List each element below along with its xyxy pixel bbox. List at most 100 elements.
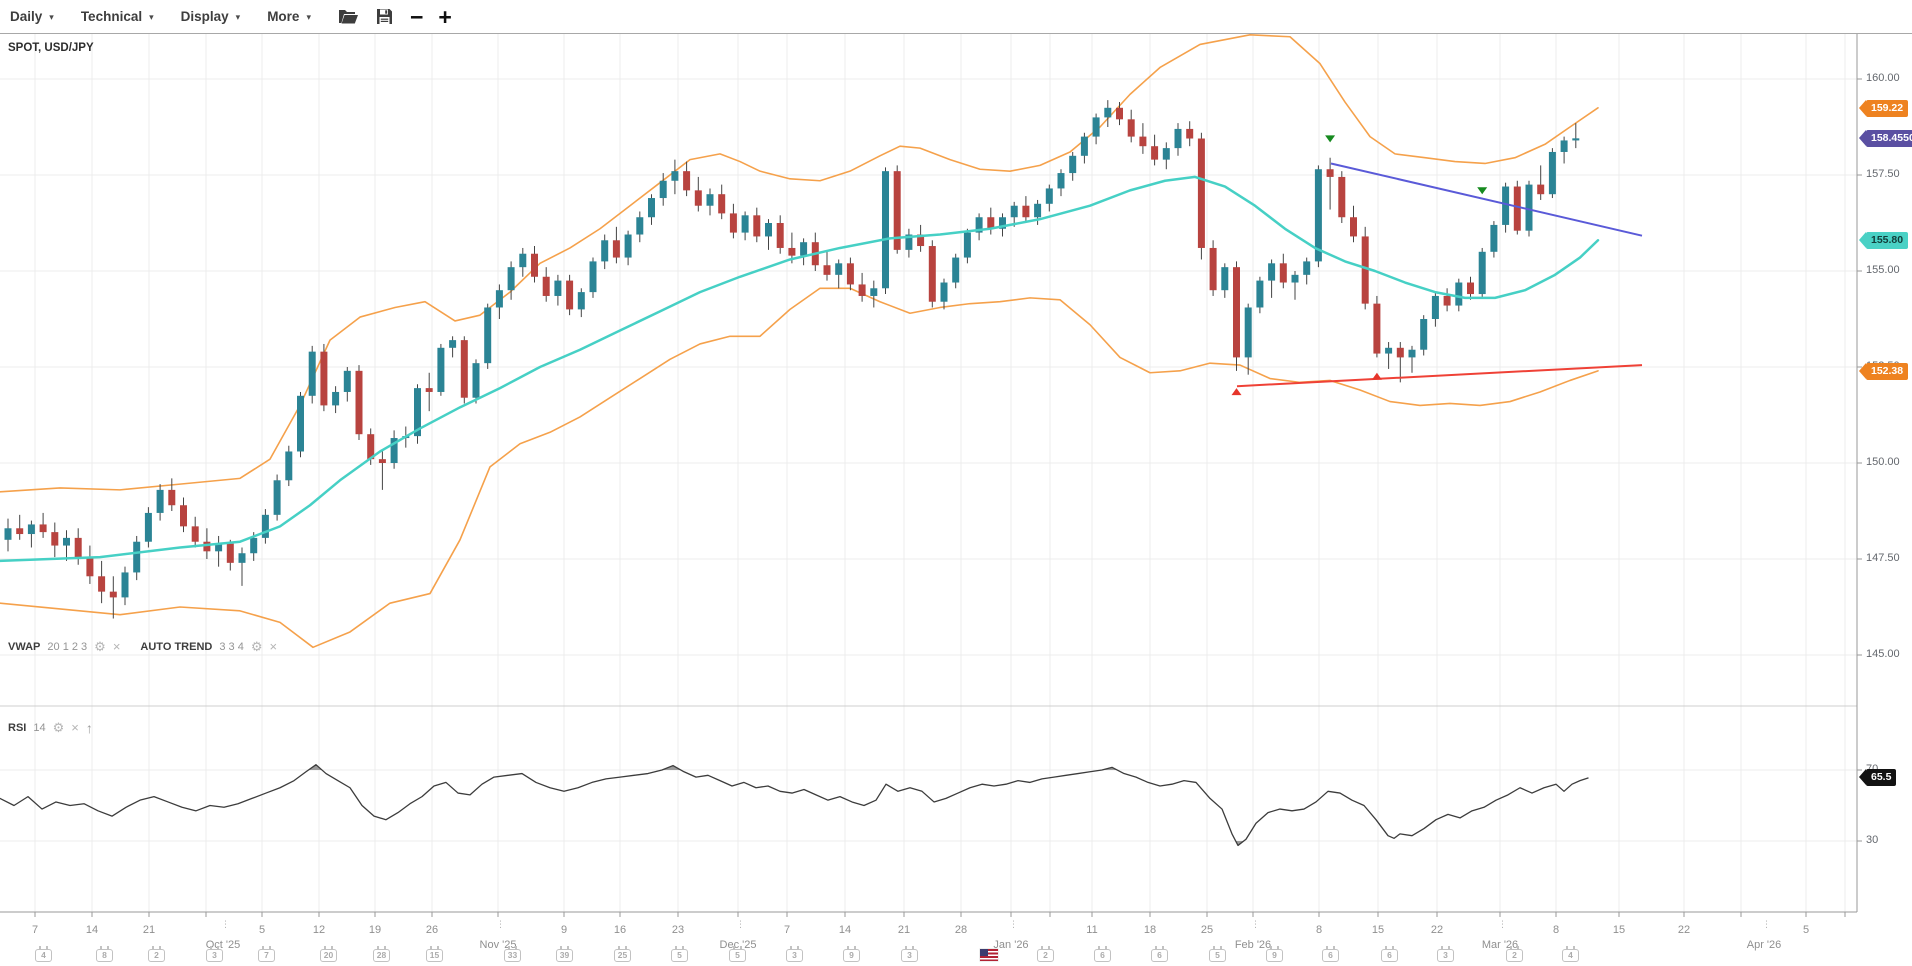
calendar-event-icon[interactable]: 9 (1266, 946, 1283, 962)
month-label: Dec '25 (719, 939, 757, 951)
date-tick-label: 12 (312, 924, 326, 936)
date-tick-label: 7 (783, 924, 791, 936)
calendar-event-icon[interactable]: 8 (96, 946, 113, 962)
calendar-event-icon[interactable]: 6 (1151, 946, 1168, 962)
month-boundary-dots: ⋮ (221, 919, 230, 929)
move-pane-up-icon[interactable]: ↑ (85, 720, 93, 736)
timeframe-menu[interactable]: Daily ▾ (10, 9, 54, 24)
chevron-down-icon: ▾ (235, 12, 241, 22)
date-tick-label: 21 (142, 924, 156, 936)
date-tick-label: 18 (1143, 924, 1157, 936)
zoom-out-button[interactable]: − (409, 3, 424, 30)
date-tick-label: 5 (258, 924, 266, 936)
gear-icon[interactable]: ⚙ (52, 720, 65, 735)
rsi-indicator-name: RSI (8, 722, 27, 734)
calendar-event-icon[interactable]: 6 (1094, 946, 1111, 962)
calendar-event-icon[interactable]: 4 (35, 946, 52, 962)
price-tick-label: 150.00 (1866, 456, 1900, 468)
rsi-value-badge: 65.5 (1858, 769, 1897, 787)
save-icon[interactable] (376, 8, 393, 25)
price-tick-label: 145.00 (1866, 648, 1900, 660)
month-boundary-dots: ⋮ (1251, 919, 1260, 929)
display-menu[interactable]: Display ▾ (181, 9, 241, 24)
date-tick-label: 14 (85, 924, 99, 936)
month-boundary-dots: ⋮ (1498, 919, 1507, 929)
date-tick-label: 9 (560, 924, 568, 936)
timeframe-menu-label: Daily (10, 9, 43, 24)
calendar-event-icon[interactable]: 3 (901, 946, 918, 962)
calendar-event-icon[interactable]: 25 (614, 946, 631, 962)
price-badge: 155.80 (1858, 231, 1909, 249)
indicator-row-main: VWAP 20 1 2 3 ⚙ × AUTO TREND 3 3 4 ⚙ × (8, 639, 278, 654)
vwap-indicator-name: VWAP (8, 641, 41, 653)
month-label: Feb '26 (1234, 939, 1272, 951)
date-tick-label: 28 (954, 924, 968, 936)
chevron-down-icon: ▾ (306, 12, 311, 22)
zoom-in-button[interactable]: + (438, 3, 452, 30)
more-menu-label: More (267, 9, 300, 24)
calendar-event-icon[interactable]: 3 (786, 946, 803, 962)
date-tick-label: 16 (613, 924, 627, 936)
date-tick-label: 22 (1430, 924, 1444, 936)
month-label: Oct '25 (205, 939, 241, 951)
date-tick-label: 14 (838, 924, 852, 936)
auto-trend-indicator-name: AUTO TREND (140, 641, 213, 653)
date-tick-label: 7 (31, 924, 39, 936)
calendar-event-icon[interactable]: 6 (1322, 946, 1339, 962)
date-tick-label: 26 (425, 924, 439, 936)
calendar-event-icon[interactable]: 33 (504, 946, 521, 962)
calendar-event-icon[interactable]: 5 (1209, 946, 1226, 962)
price-tick-label: 157.50 (1866, 168, 1900, 180)
date-tick-label: 15 (1371, 924, 1385, 936)
date-tick-label: 22 (1677, 924, 1691, 936)
calendar-event-icon[interactable]: 2 (1037, 946, 1054, 962)
price-badge: 159.22 (1858, 100, 1909, 118)
chevron-down-icon: ▾ (49, 12, 54, 22)
chevron-down-icon: ▾ (149, 12, 154, 22)
technical-menu-label: Technical (80, 9, 143, 24)
calendar-event-icon[interactable]: 2 (148, 946, 165, 962)
calendar-event-icon[interactable]: 5 (729, 946, 746, 962)
calendar-event-icon[interactable]: 2 (1506, 946, 1523, 962)
price-tick-label: 155.00 (1866, 264, 1900, 276)
month-label: Apr '26 (1746, 939, 1782, 951)
calendar-event-icon[interactable]: 7 (258, 946, 275, 962)
price-tick-label: 147.50 (1866, 552, 1900, 564)
vwap-indicator-params: 20 1 2 3 (47, 641, 88, 653)
price-badge: 152.38 (1858, 363, 1909, 381)
gear-icon[interactable]: ⚙ (94, 639, 106, 654)
price-tick-label: 160.00 (1866, 72, 1900, 84)
toolbar: Daily ▾ Technical ▾ Display ▾ More ▾ − + (0, 0, 1912, 34)
more-menu[interactable]: More ▾ (267, 9, 311, 24)
symbol-label: SPOT, USD/JPY (8, 42, 94, 54)
month-label: Nov '25 (479, 939, 517, 951)
close-icon[interactable]: × (71, 720, 79, 735)
close-icon[interactable]: × (269, 639, 278, 654)
month-label: Mar '26 (1481, 939, 1519, 951)
open-folder-icon[interactable] (338, 8, 359, 25)
calendar-event-icon[interactable]: 4 (1562, 946, 1579, 962)
month-boundary-dots: ⋮ (1009, 919, 1018, 929)
gear-icon[interactable]: ⚙ (250, 639, 263, 654)
calendar-event-icon[interactable]: 28 (373, 946, 390, 962)
us-flag-icon[interactable] (980, 949, 998, 961)
auto-trend-indicator-params: 3 3 4 (219, 641, 244, 653)
date-tick-label: 5 (1802, 924, 1810, 936)
technical-menu[interactable]: Technical ▾ (81, 9, 154, 24)
rsi-indicator-params: 14 (33, 722, 46, 734)
calendar-event-icon[interactable]: 6 (1381, 946, 1398, 962)
calendar-event-icon[interactable]: 15 (426, 946, 443, 962)
indicator-row-rsi: RSI 14 ⚙ × ↑ (8, 720, 93, 736)
date-tick-label: 25 (1200, 924, 1214, 936)
calendar-event-icon[interactable]: 3 (1437, 946, 1454, 962)
calendar-event-icon[interactable]: 9 (843, 946, 860, 962)
calendar-event-icon[interactable]: 3 (206, 946, 223, 962)
calendar-event-icon[interactable]: 5 (671, 946, 688, 962)
calendar-event-icon[interactable]: 39 (556, 946, 573, 962)
close-icon[interactable]: × (112, 639, 121, 654)
calendar-event-icon[interactable]: 20 (320, 946, 337, 962)
price-badge: 158.4550 (1859, 129, 1912, 147)
rsi-tick-label: 30 (1866, 834, 1879, 846)
